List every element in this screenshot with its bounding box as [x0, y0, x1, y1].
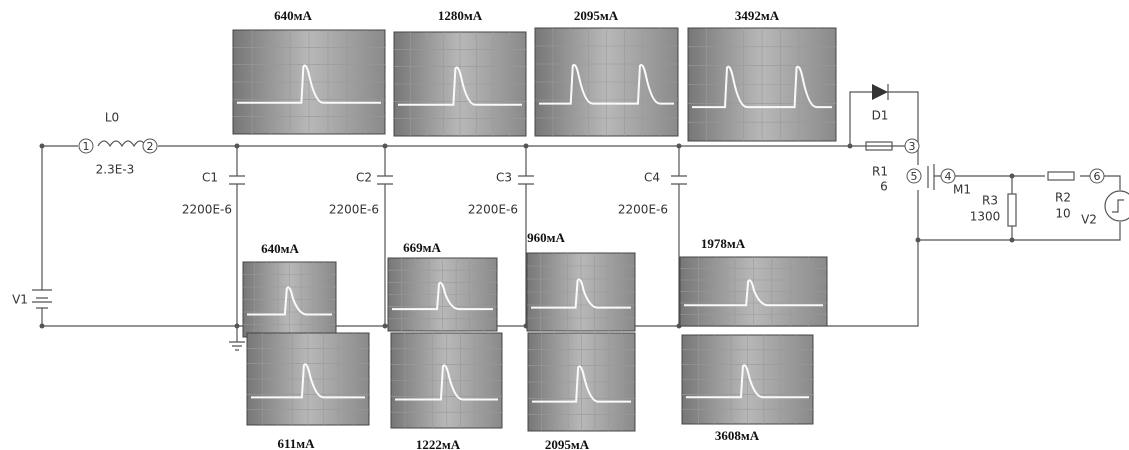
node-label: 4 [945, 170, 952, 183]
node-label: 5 [911, 170, 918, 183]
oscillogram: 2095мА [535, 8, 678, 136]
node-label: 3 [909, 140, 916, 153]
oscillogram: 3608мА [682, 335, 813, 443]
component-value: 6 [880, 180, 888, 194]
component-value: 2200E-6 [329, 203, 379, 217]
component-name: V2 [1081, 213, 1097, 227]
oscillogram: 640мА [233, 8, 385, 134]
scope-current-label: 640мА [261, 241, 299, 256]
component-value: 1300 [970, 210, 1001, 224]
scope-current-label: 640мА [274, 8, 312, 23]
oscillogram: 960мА [527, 230, 635, 331]
component-name: D1 [872, 109, 889, 123]
component-name: L0 [105, 111, 119, 125]
component-value: 2200E-6 [618, 203, 668, 217]
scope-current-label: 3492мА [735, 8, 780, 23]
scope-current-label: 1280мА [438, 8, 483, 23]
component-value: 10 [1055, 207, 1070, 221]
component-value: 2200E-6 [468, 203, 518, 217]
oscillogram: 1978мА [680, 236, 827, 326]
scope-current-label: 2095мА [574, 8, 619, 23]
oscillogram: 640мА [243, 241, 336, 337]
oscillogram: 3492мА [688, 8, 836, 141]
component-name: V1 [12, 293, 28, 307]
oscillogram: 669мА [388, 240, 497, 331]
component-name: R3 [982, 194, 998, 208]
component-name: C2 [356, 171, 372, 185]
oscillogram: 611мА [247, 333, 369, 450]
scope-current-label: 960мА [527, 230, 565, 245]
scope-current-label: 1978мА [701, 236, 746, 251]
circuit-diagram: 1 2 3 4 5 6 L0 2.3E-3 C1 2200E-6 C2 2200… [0, 0, 1129, 450]
scope-current-label: 669мА [403, 240, 441, 255]
component-name: C1 [202, 171, 218, 185]
scope-current-label: 3608мА [715, 428, 760, 443]
pin-label: 2 [147, 140, 154, 153]
component-name: C3 [496, 171, 512, 185]
component-name: C4 [644, 171, 660, 185]
scope-current-label: 2095мА [545, 437, 590, 450]
component-name: M1 [953, 183, 971, 197]
scope-current-label: 1222мА [416, 437, 461, 450]
oscillogram: 1222мА [391, 333, 502, 450]
component-value: 2.3E-3 [96, 163, 135, 177]
component-name: R1 [872, 165, 888, 179]
component-name: R2 [1055, 191, 1071, 205]
oscillogram: 1280мА [394, 8, 526, 136]
oscillogram: 2095мА [528, 333, 635, 450]
node-label: 6 [1094, 170, 1101, 183]
scope-current-label: 611мА [277, 436, 315, 450]
pin-label: 1 [83, 140, 90, 153]
component-value: 2200E-6 [182, 203, 232, 217]
